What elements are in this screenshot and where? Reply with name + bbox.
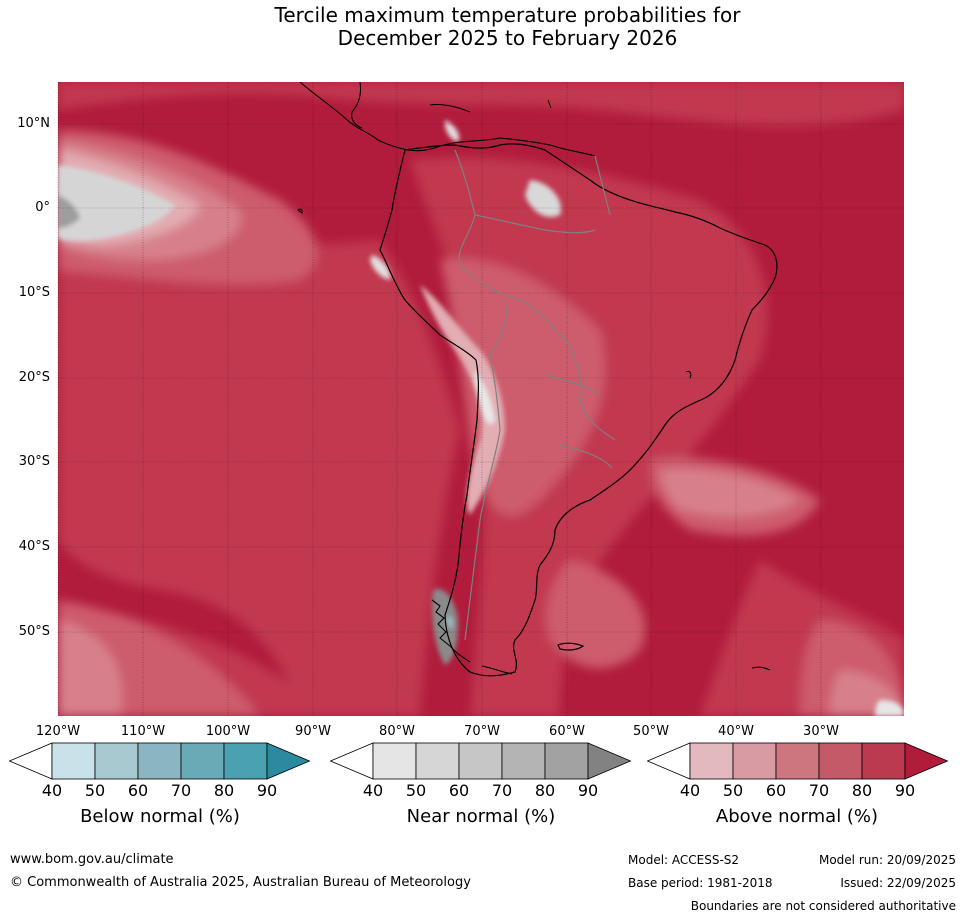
lat-label-10n: 10°N: [17, 116, 50, 131]
near-tick-70: 70: [491, 781, 513, 800]
lon-label-50w: 50°W: [633, 724, 669, 739]
above-swatch-70-80: [818, 742, 863, 780]
below-swatch-60-70: [137, 742, 182, 780]
lon-label-100w: 100°W: [205, 724, 251, 739]
colorbar-above-swatches: [647, 742, 949, 780]
near-tick-90: 90: [577, 781, 599, 800]
near-swatch-lt40: [330, 742, 374, 780]
below-tick-80: 80: [213, 781, 235, 800]
lat-label-20s: 20°S: [18, 370, 50, 385]
near-tick-40: 40: [362, 781, 384, 800]
near-swatch-40-50: [372, 742, 417, 780]
title-line-2: December 2025 to February 2026: [337, 26, 678, 50]
above-tick-60: 60: [765, 781, 787, 800]
lat-label-40s: 40°S: [18, 539, 50, 554]
below-tick-60: 60: [127, 781, 149, 800]
issued-text: Issued: 22/09/2025: [840, 876, 956, 890]
lat-label-0: 0°: [35, 200, 50, 215]
above-tick-50: 50: [722, 781, 744, 800]
near-swatch-50-60: [415, 742, 460, 780]
below-tick-90: 90: [256, 781, 278, 800]
above-swatch-60-70: [775, 742, 820, 780]
near-swatch-70-80: [501, 742, 546, 780]
lon-label-70w: 70°W: [464, 724, 500, 739]
below-swatch-50-60: [94, 742, 139, 780]
map-field: [58, 82, 904, 716]
above-normal-label: Above normal (%): [715, 806, 879, 827]
below-tick-50: 50: [84, 781, 106, 800]
near-normal-label: Near normal (%): [406, 806, 556, 827]
lon-label-40w: 40°W: [718, 724, 754, 739]
above-tick-40: 40: [679, 781, 701, 800]
near-swatch-80-90: [544, 742, 589, 780]
above-tick-70: 70: [808, 781, 830, 800]
lon-label-80w: 80°W: [379, 724, 415, 739]
near-swatch-60-70: [458, 742, 503, 780]
probability-map: [57, 82, 904, 716]
colorbar-near-swatches: [330, 742, 632, 780]
colorbar-below-swatches: [9, 742, 311, 780]
coastlines: [297, 82, 778, 677]
map-title: Tercile maximum temperature probabilitie…: [0, 4, 965, 50]
disclaimer-text: Boundaries are not considered authoritat…: [690, 899, 956, 913]
lat-label-30s: 30°S: [18, 454, 50, 469]
above-tick-90: 90: [894, 781, 916, 800]
above-tick-80: 80: [851, 781, 873, 800]
lat-label-50s: 50°S: [18, 624, 50, 639]
near-tick-60: 60: [448, 781, 470, 800]
gridlines: [57, 82, 904, 716]
above-swatch-50-60: [732, 742, 777, 780]
above-swatch-lt40: [647, 742, 691, 780]
lon-label-110w: 110°W: [120, 724, 166, 739]
above-swatch-gt90: [904, 742, 949, 780]
below-normal-label: Below normal (%): [80, 806, 240, 827]
below-swatch-lt40: [9, 742, 53, 780]
near-swatch-gt90: [587, 742, 632, 780]
lon-label-120w: 120°W: [35, 724, 81, 739]
copyright-text: © Commonwealth of Australia 2025, Austra…: [10, 875, 471, 890]
near-tick-80: 80: [534, 781, 556, 800]
below-tick-40: 40: [41, 781, 63, 800]
model-text: Model: ACCESS-S2: [628, 853, 740, 867]
country-borders: [454, 149, 616, 641]
below-swatch-40-50: [51, 742, 96, 780]
lat-label-10s: 10°S: [18, 285, 50, 300]
field-near-normal: [58, 120, 904, 716]
above-swatch-40-50: [689, 742, 734, 780]
below-swatch-gt90: [266, 742, 311, 780]
below-swatch-80-90: [223, 742, 268, 780]
above-swatch-80-90: [861, 742, 906, 780]
below-swatch-70-80: [180, 742, 225, 780]
title-line-1: Tercile maximum temperature probabilitie…: [274, 3, 741, 27]
base-period-text: Base period: 1981-2018: [628, 876, 773, 890]
below-tick-70: 70: [170, 781, 192, 800]
lon-label-30w: 30°W: [803, 724, 839, 739]
lon-label-90w: 90°W: [295, 724, 331, 739]
lon-label-60w: 60°W: [549, 724, 585, 739]
near-tick-50: 50: [405, 781, 427, 800]
model-run-text: Model run: 20/09/2025: [818, 853, 956, 867]
bom-url-link[interactable]: www.bom.gov.au/climate: [10, 852, 174, 867]
